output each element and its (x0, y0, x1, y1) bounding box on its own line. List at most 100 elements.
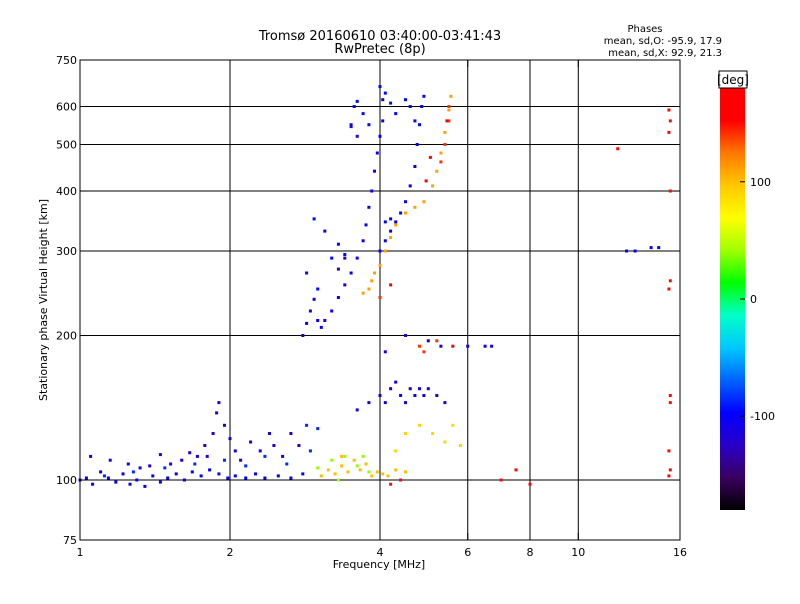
data-point (316, 427, 320, 431)
data-point (289, 476, 293, 480)
data-point (268, 432, 271, 435)
data-point (633, 249, 637, 253)
data-point (276, 474, 280, 478)
data-point (249, 440, 253, 444)
y-tick-label: 400 (56, 185, 77, 198)
data-point (312, 217, 316, 221)
data-point (297, 444, 301, 447)
data-point (99, 470, 103, 474)
data-point (404, 211, 407, 215)
data-point (233, 449, 237, 453)
data-point (138, 466, 142, 470)
data-point (305, 321, 309, 325)
data-point (364, 223, 368, 227)
data-point (394, 380, 398, 384)
data-point (499, 478, 503, 482)
data-point (128, 482, 132, 486)
data-point (361, 239, 365, 243)
y-tick-label: 750 (56, 54, 77, 67)
data-point (435, 169, 439, 173)
data-point (413, 205, 417, 209)
data-point (404, 401, 407, 405)
data-point (458, 444, 462, 447)
data-point (370, 189, 374, 193)
data-point (316, 287, 320, 291)
data-point (389, 217, 393, 221)
data-point (528, 482, 532, 486)
x-tick-label: 2 (227, 546, 234, 559)
data-point (435, 339, 439, 343)
data-point (349, 125, 353, 129)
data-point (443, 143, 447, 146)
data-point (333, 472, 337, 476)
data-point (233, 474, 237, 478)
data-point (174, 472, 178, 476)
data-point (422, 200, 426, 204)
data-point (667, 108, 671, 112)
data-point (244, 464, 248, 468)
data-point (443, 130, 447, 134)
data-point (657, 246, 661, 250)
data-point (367, 287, 371, 291)
data-point (490, 344, 494, 348)
data-point (358, 468, 362, 472)
data-point (375, 151, 379, 155)
data-point (239, 458, 243, 462)
data-point (190, 470, 194, 474)
data-point (422, 94, 426, 98)
data-point (431, 432, 435, 435)
data-point (126, 462, 130, 466)
data-point (195, 454, 199, 458)
data-point (361, 112, 365, 116)
data-point (389, 482, 393, 486)
y-axis-label: Stationary phase Virtual Height [km] (37, 199, 50, 401)
data-point (667, 130, 671, 134)
data-point (466, 344, 470, 348)
data-point (451, 344, 455, 348)
data-point (364, 462, 368, 466)
data-point (404, 432, 407, 435)
data-point (404, 200, 407, 204)
data-point (418, 387, 421, 391)
data-point (244, 476, 248, 480)
data-point (349, 271, 353, 275)
data-point (217, 401, 221, 405)
data-point (326, 468, 330, 472)
data-point (330, 458, 334, 462)
data-point (180, 458, 184, 462)
data-point (301, 472, 305, 476)
data-point (383, 350, 387, 354)
data-point (355, 99, 359, 103)
x-tick-label: 4 (377, 546, 384, 559)
x-axis-label: Frequency [MHz] (333, 558, 425, 571)
data-point (439, 160, 443, 164)
data-point (394, 223, 398, 227)
data-point (148, 464, 152, 468)
data-point (208, 468, 212, 472)
data-point (263, 476, 267, 480)
data-point (383, 401, 387, 405)
data-point (355, 464, 359, 468)
data-point (305, 423, 309, 427)
data-point (217, 472, 221, 476)
data-point (383, 249, 387, 253)
data-point (389, 236, 393, 240)
data-point (383, 220, 387, 224)
data-point (355, 408, 359, 412)
y-tick-label: 200 (56, 330, 77, 343)
data-point (289, 432, 293, 435)
data-point (91, 482, 95, 486)
colorbar-label: [deg] (717, 73, 749, 87)
data-point (399, 478, 403, 482)
x-tick-label: 16 (673, 546, 687, 559)
data-point (158, 453, 162, 457)
data-point (383, 239, 387, 243)
data-point (389, 229, 393, 233)
data-point (89, 454, 93, 458)
data-point (668, 401, 672, 405)
data-point (428, 155, 432, 159)
data-point (340, 464, 344, 468)
data-point (413, 394, 417, 397)
data-point (367, 205, 371, 209)
